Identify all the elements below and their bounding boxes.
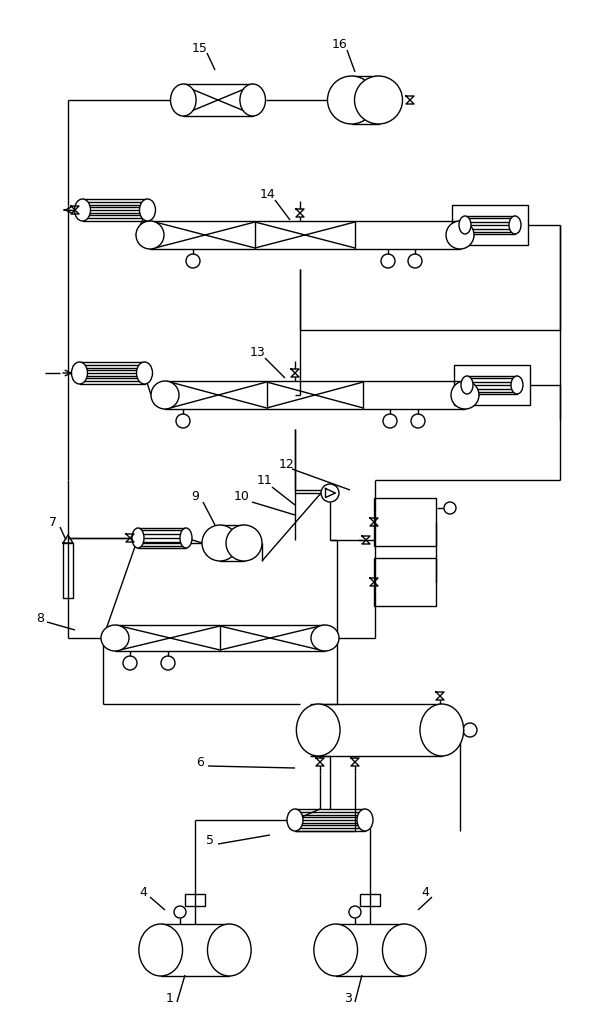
Bar xyxy=(183,84,253,116)
Ellipse shape xyxy=(287,809,303,831)
Text: 11: 11 xyxy=(257,473,273,486)
Bar xyxy=(161,924,229,976)
Bar xyxy=(185,894,205,906)
Ellipse shape xyxy=(140,199,156,221)
Text: 7: 7 xyxy=(49,515,57,529)
Bar xyxy=(220,525,244,561)
Text: 4: 4 xyxy=(139,887,147,899)
Ellipse shape xyxy=(451,381,479,409)
Circle shape xyxy=(381,254,395,268)
Circle shape xyxy=(411,414,425,428)
Text: 5: 5 xyxy=(206,833,214,847)
Text: 9: 9 xyxy=(191,491,199,503)
Ellipse shape xyxy=(180,528,192,548)
Text: 13: 13 xyxy=(250,346,266,358)
Circle shape xyxy=(383,414,397,428)
Ellipse shape xyxy=(328,76,376,124)
Bar xyxy=(454,365,530,405)
Circle shape xyxy=(176,414,190,428)
Bar xyxy=(138,528,186,548)
Bar xyxy=(352,76,379,124)
Ellipse shape xyxy=(139,924,183,976)
Ellipse shape xyxy=(382,924,426,976)
Circle shape xyxy=(349,906,361,918)
Bar xyxy=(150,221,460,249)
Bar xyxy=(465,216,515,234)
Circle shape xyxy=(444,502,456,514)
Bar xyxy=(318,704,442,756)
Text: 4: 4 xyxy=(421,887,429,899)
Ellipse shape xyxy=(136,221,164,249)
Ellipse shape xyxy=(420,704,464,756)
Ellipse shape xyxy=(226,525,262,561)
Text: 1: 1 xyxy=(166,992,174,1005)
Ellipse shape xyxy=(461,376,473,394)
Bar xyxy=(63,543,73,598)
Ellipse shape xyxy=(311,625,339,651)
Circle shape xyxy=(321,484,339,502)
Ellipse shape xyxy=(459,216,471,234)
Circle shape xyxy=(174,906,186,918)
Ellipse shape xyxy=(207,924,251,976)
Text: 3: 3 xyxy=(344,992,352,1005)
Circle shape xyxy=(161,656,175,670)
Bar xyxy=(452,205,528,245)
Circle shape xyxy=(463,723,477,737)
Circle shape xyxy=(298,718,312,732)
Bar xyxy=(80,362,144,384)
Bar xyxy=(374,498,436,546)
Ellipse shape xyxy=(137,362,153,384)
Circle shape xyxy=(123,656,137,670)
Ellipse shape xyxy=(132,528,144,548)
Text: 15: 15 xyxy=(192,41,208,55)
Text: 10: 10 xyxy=(234,491,250,503)
Bar xyxy=(295,809,365,831)
Text: 14: 14 xyxy=(260,188,276,202)
Ellipse shape xyxy=(511,376,523,394)
Ellipse shape xyxy=(446,221,474,249)
Text: 12: 12 xyxy=(279,457,295,471)
Ellipse shape xyxy=(509,216,521,234)
Ellipse shape xyxy=(71,362,87,384)
Bar xyxy=(335,924,404,976)
Ellipse shape xyxy=(101,625,129,651)
Bar xyxy=(374,558,436,607)
Ellipse shape xyxy=(151,381,179,409)
Circle shape xyxy=(186,254,200,268)
Bar xyxy=(115,625,325,651)
Text: 6: 6 xyxy=(196,756,204,769)
Bar xyxy=(83,199,147,221)
Circle shape xyxy=(408,254,422,268)
Ellipse shape xyxy=(74,199,90,221)
Text: 16: 16 xyxy=(332,38,348,52)
Ellipse shape xyxy=(202,525,238,561)
Bar xyxy=(360,894,380,906)
Ellipse shape xyxy=(355,76,403,124)
Ellipse shape xyxy=(297,704,340,756)
Ellipse shape xyxy=(314,924,358,976)
Text: 8: 8 xyxy=(36,612,44,624)
Bar xyxy=(467,376,517,394)
Bar xyxy=(165,381,465,409)
Ellipse shape xyxy=(240,84,265,116)
Ellipse shape xyxy=(171,84,196,116)
Ellipse shape xyxy=(357,809,373,831)
